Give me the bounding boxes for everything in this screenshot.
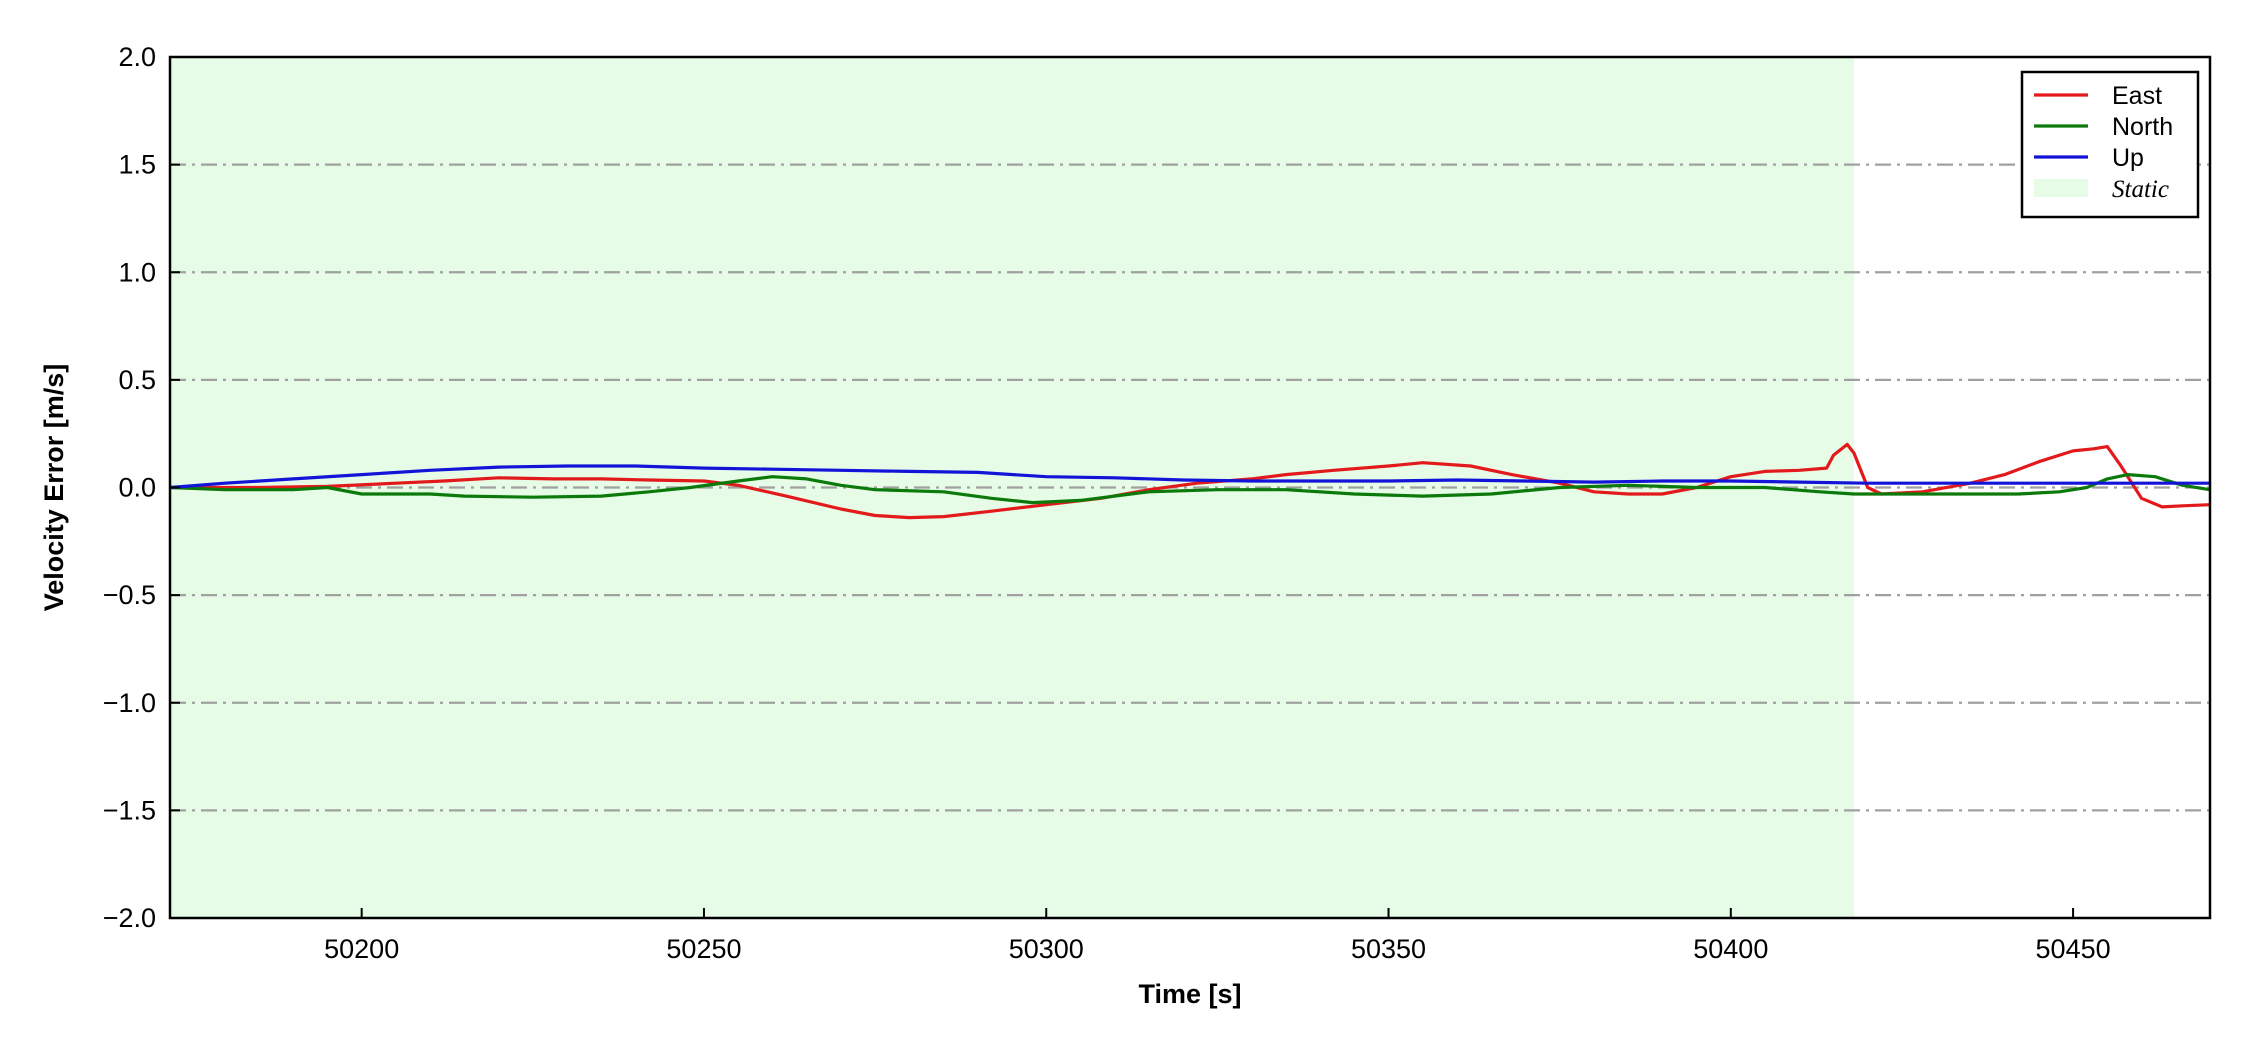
x-axis-title: Time [s] (1138, 979, 1241, 1009)
y-tick-label: 1.0 (118, 257, 156, 287)
y-tick-label: 2.0 (118, 42, 156, 72)
y-tick-label: −0.5 (103, 580, 156, 610)
series-line-east (170, 442, 2211, 520)
x-tick-label: 50350 (1351, 934, 1426, 964)
series-line-up (169, 464, 2210, 490)
x-tick-label: 50250 (666, 934, 741, 964)
axes-layer: −2.0 −1.5 −1.0 −0.5 0.0 0.5 1.0 1.5 2.0 50200 5025… (39, 42, 2212, 1009)
x-tick-label: 50450 (2036, 934, 2111, 964)
series-line-north (169, 473, 2211, 505)
y-tick-label: 1.5 (118, 150, 156, 180)
y-axis-title: Velocity Error [m/s] (39, 364, 69, 612)
legend-label-up: Up (2112, 144, 2144, 172)
legend-swatch-static (2034, 179, 2088, 197)
legend: East North Up Static (2020, 70, 2200, 219)
x-tick-label: 50200 (324, 934, 399, 964)
legend-label-north: North (2112, 113, 2173, 141)
series-layer (169, 442, 2211, 520)
y-tick-label: −2.0 (103, 903, 156, 933)
y-tick-label: −1.5 (103, 795, 156, 825)
legend-label-east: East (2112, 82, 2162, 110)
x-tick-label: 50400 (1693, 934, 1768, 964)
legend-label-static: Static (2112, 176, 2169, 203)
y-tick-label: −1.0 (103, 688, 156, 718)
x-tick-label: 50300 (1009, 934, 1084, 964)
y-tick-label: 0.5 (118, 365, 156, 395)
y-tick-label: 0.0 (118, 473, 156, 503)
